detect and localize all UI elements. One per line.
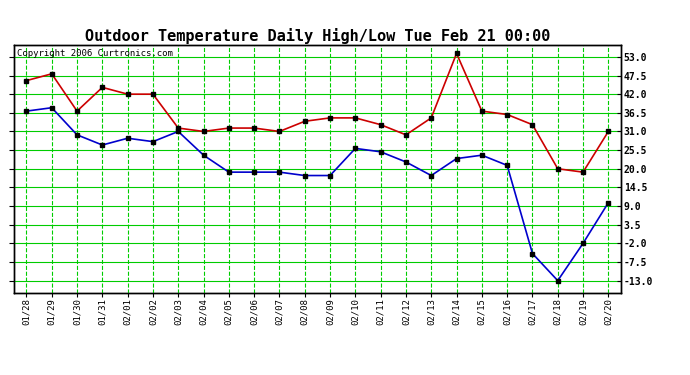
Text: Copyright 2006 Curtronics.com: Copyright 2006 Curtronics.com — [17, 49, 172, 58]
Title: Outdoor Temperature Daily High/Low Tue Feb 21 00:00: Outdoor Temperature Daily High/Low Tue F… — [85, 28, 550, 44]
